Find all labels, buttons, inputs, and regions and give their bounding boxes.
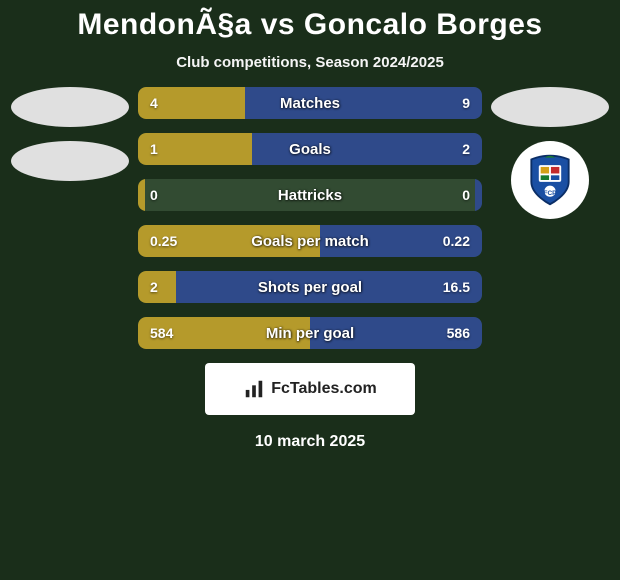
left-player-crest (11, 141, 129, 181)
metric-value-left: 2 (150, 271, 158, 303)
metric-fill-right (475, 179, 482, 211)
main-row: 49Matches12Goals00Hattricks0.250.22Goals… (10, 87, 610, 349)
metric-row: 0.250.22Goals per match (138, 225, 482, 257)
left-player-column (10, 87, 130, 181)
metric-value-right: 16.5 (443, 271, 470, 303)
metric-fill-right (176, 271, 482, 303)
metric-value-left: 0 (150, 179, 158, 211)
page-title: MendonÃ§a vs Goncalo Borges (10, 0, 610, 42)
metric-value-left: 0.25 (150, 225, 177, 257)
metric-fill-right (252, 133, 482, 165)
metric-row: 584586Min per goal (138, 317, 482, 349)
metric-row: 12Goals (138, 133, 482, 165)
metric-fill-right (245, 87, 482, 119)
metric-value-right: 586 (447, 317, 470, 349)
metric-value-left: 4 (150, 87, 158, 119)
comparison-container: MendonÃ§a vs Goncalo Borges Club competi… (0, 0, 620, 451)
footer-date: 10 march 2025 (10, 433, 610, 451)
metric-value-right: 9 (462, 87, 470, 119)
bar-chart-icon (243, 378, 265, 400)
right-player-column: FCP (490, 87, 610, 219)
watermark-text: FcTables.com (271, 380, 377, 398)
metric-row: 49Matches (138, 87, 482, 119)
metric-fill-left (138, 179, 145, 211)
metric-track (138, 179, 482, 211)
metric-value-right: 0.22 (443, 225, 470, 257)
metric-row: 216.5Shots per goal (138, 271, 482, 303)
left-player-avatar (11, 87, 129, 127)
fc-porto-crest-icon: FCP (522, 152, 578, 208)
right-player-avatar (491, 87, 609, 127)
watermark: FcTables.com (205, 363, 415, 415)
metric-value-right: 2 (462, 133, 470, 165)
metric-value-right: 0 (462, 179, 470, 211)
metric-value-left: 1 (150, 133, 158, 165)
right-player-crest: FCP (511, 141, 589, 219)
page-subtitle: Club competitions, Season 2024/2025 (10, 54, 610, 71)
metric-row: 00Hattricks (138, 179, 482, 211)
metric-value-left: 584 (150, 317, 173, 349)
metric-bars: 49Matches12Goals00Hattricks0.250.22Goals… (138, 87, 482, 349)
svg-text:FCP: FCP (543, 190, 557, 197)
